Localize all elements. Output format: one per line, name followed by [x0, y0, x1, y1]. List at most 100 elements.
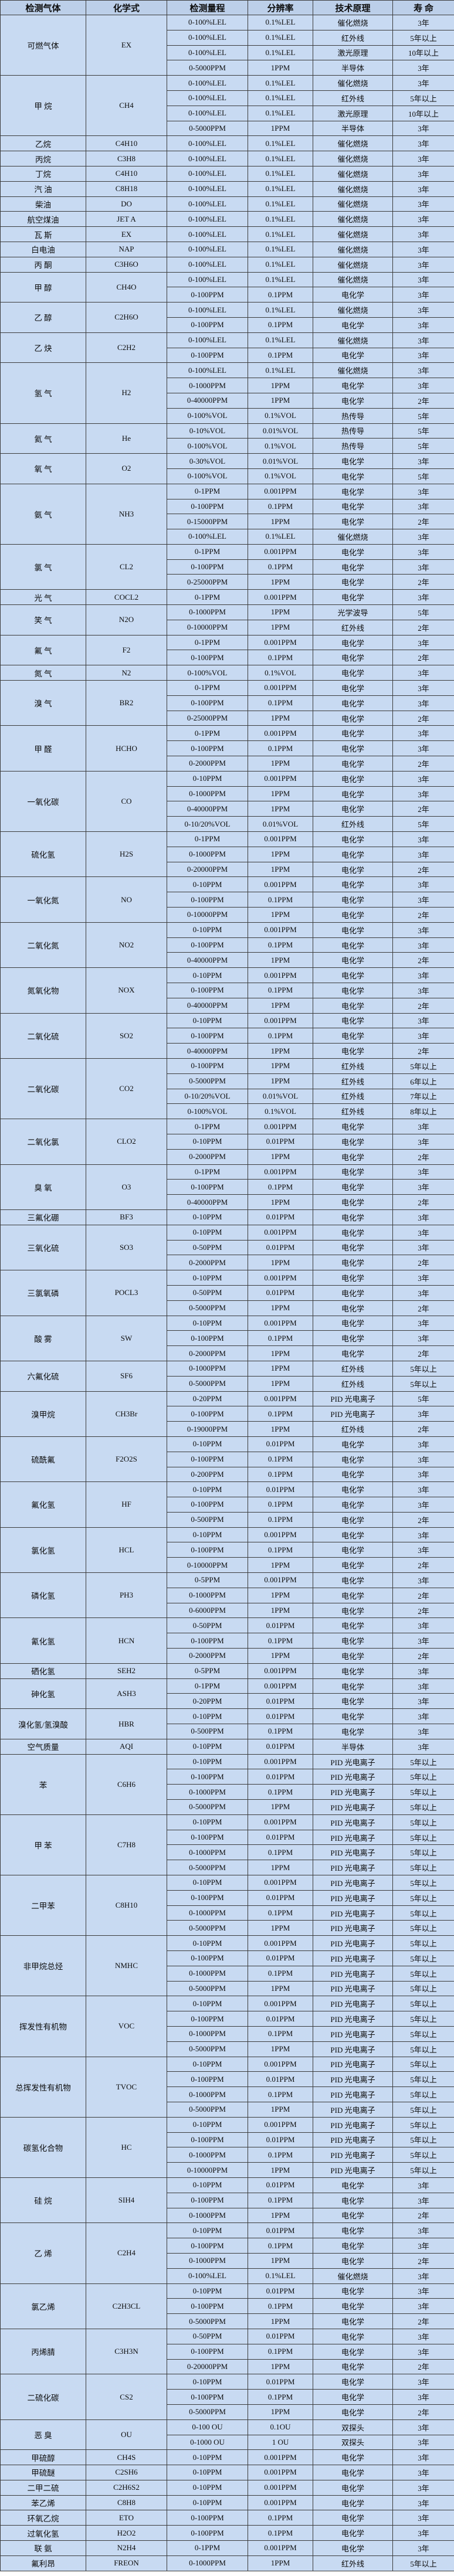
gas-name-cell: 甲硫醚 [0, 2465, 86, 2480]
gas-name-cell: 过氧化氢 [0, 2525, 86, 2541]
gas-name-cell: 丙烯腈 [0, 2328, 86, 2375]
principle-cell: 电化学 [313, 2465, 393, 2480]
table-row: 0-5000PPM 1PPM 电化学 2年 [1, 2404, 454, 2420]
resolution-cell: 0.01%VOL [248, 423, 313, 439]
lifespan-cell: 2年 [392, 619, 454, 635]
resolution-cell: 0.1%LEL [248, 15, 313, 30]
table-row: 0-19000PPM 1PPM 红外线 2年 [1, 1421, 454, 1437]
table-row: 硫酰氟 F2O2S 0-10PPM 0.01PPM 电化学 3年 [0, 1436, 454, 1483]
table-row: 二甲苯 C8H10 0-10PPM 0.001PPM PID 光电离子 5年以上 [0, 1875, 454, 1936]
chemical-formula-cell: N2 [86, 665, 167, 681]
table-row: 二氧化硫 SO2 0-10PPM 0.001PPM 电化学 3年 [0, 1012, 454, 1059]
resolution-cell: 1PPM [248, 1375, 313, 1392]
table-row: 0-1000PPM 1PPM 电化学 2年 [1, 2252, 454, 2269]
table-row: 氨 气 NH3 0-1PPM 0.001PPM 电化学 3年 [0, 483, 454, 545]
range-cell: 0-100%LEL [167, 362, 248, 379]
range-cell: 0-100%LEL [167, 181, 248, 197]
range-cell: 0-10PPM [167, 1209, 248, 1225]
table-row: 0-5000PPM 1PPM PID 光电离子 5年以上 [1, 1799, 454, 1815]
chemical-formula-cell: BR2 [86, 680, 167, 726]
range-cell: 0-1PPM [167, 725, 248, 742]
table-row: 0-100PPM 0.1PPM 电化学 3年 [1, 287, 454, 303]
resolution-cell: 0.1PPM [248, 1466, 313, 1483]
principle-cell: 催化燃烧 [313, 302, 393, 318]
gas-name-cell: 二氧化碳 [0, 1058, 86, 1120]
header-formula: 化学式 [86, 0, 167, 15]
principle-cell: 催化燃烧 [313, 332, 393, 348]
range-cell: 0-10PPM [167, 1875, 248, 1891]
principle-cell: 电化学 [313, 287, 393, 303]
principle-cell: PID 光电离子 [313, 1391, 393, 1407]
range-cell: 0-10PPM [167, 1753, 248, 1770]
lifespan-cell: 5年以上 [392, 1753, 454, 1770]
principle-cell: 红外线 [313, 1360, 393, 1377]
principle-cell: 电化学 [313, 1315, 393, 1331]
range-cell: 0-100%LEL [167, 332, 248, 348]
principle-cell: 催化燃烧 [313, 529, 393, 545]
table-row: 0-1000PPM 0.1PPM PID 光电离子 5年以上 [1, 2086, 454, 2102]
range-cell: 0-100PPM [167, 2238, 248, 2254]
chemical-formula-cell: HF [86, 1481, 167, 1528]
header-lifespan: 寿 命 [392, 0, 454, 15]
gas-name-cell: 二硫化碳 [0, 2374, 86, 2420]
range-cell: 0-100%LEL [167, 302, 248, 318]
lifespan-cell: 5年以上 [392, 1844, 454, 1861]
gas-name-cell: 二甲二硫 [0, 2479, 86, 2496]
range-cell: 0-2000PPM [167, 756, 248, 772]
chemical-formula-cell: C4H10 [86, 165, 167, 182]
principle-cell: 电化学 [313, 650, 393, 666]
lifespan-cell: 3年 [392, 226, 454, 242]
table-body: 可燃气体 EX 0-100%LEL 0.1%LEL 催化燃烧 3年 0-100%LEL 0.1… [0, 14, 454, 2571]
lifespan-cell: 3年 [392, 1179, 454, 1195]
table-row: 0-5000PPM 1PPM PID 光电离子 5年以上 [1, 1860, 454, 1876]
range-cell: 0-50PPM [167, 1617, 248, 1634]
table-row: 氟利昂 FREON 0-1000PPM 1PPM 红外线 5年以上 [0, 2555, 454, 2571]
range-cell: 0-100%LEL [167, 241, 248, 257]
chemical-formula-cell: CO2 [86, 1058, 167, 1120]
resolution-cell: 0.001PPM [248, 1996, 313, 2012]
range-cell: 0-40000PPM [167, 801, 248, 817]
principle-cell: 电化学 [313, 770, 393, 787]
principle-cell: 电化学 [313, 634, 393, 651]
table-row: 0-2000PPM 1PPM 电化学 2年 [1, 1148, 454, 1165]
lifespan-cell: 5年以上 [392, 2026, 454, 2042]
table-row: 二硫化碳 CS2 0-10PPM 0.01PPM 电化学 3年 [0, 2374, 454, 2420]
chemical-formula-cell: CH4S [86, 2449, 167, 2466]
range-cell: 0-5000PPM [167, 1300, 248, 1316]
table-row: 甲硫醇 CH4S 0-10PPM 0.001PPM 电化学 3年 [0, 2449, 454, 2466]
resolution-cell: 0.001PPM [248, 1678, 313, 1694]
range-cell: 0-1000PPM [167, 604, 248, 620]
principle-cell: 电化学 [313, 1497, 393, 1513]
resolution-cell: 1PPM [248, 574, 313, 590]
range-cell: 0-5000PPM [167, 2404, 248, 2420]
resolution-cell: 0.01PPM [248, 1481, 313, 1498]
lifespan-cell: 5年以上 [392, 1950, 454, 1966]
resolution-cell: 0.01PPM [248, 2283, 313, 2299]
gas-name-cell: 六氟化硫 [0, 1360, 86, 1392]
table-row: 氰化氢 HCN 0-50PPM 0.01PPM 电化学 3年 [0, 1617, 454, 1664]
resolution-cell: 1PPM [248, 2555, 313, 2571]
resolution-cell: 0.1PPM [248, 983, 313, 998]
principle-cell: 电化学 [313, 1255, 393, 1271]
chemical-formula-cell: CH4O [86, 271, 167, 303]
range-cell: 0-10PPM [167, 1527, 248, 1543]
resolution-cell: 0.1PPM [248, 498, 313, 515]
principle-cell: PID 光电离子 [313, 1965, 393, 1982]
range-cell: 0-5000PPM [167, 2101, 248, 2118]
resolution-cell: 0.1PPM [248, 1965, 313, 1982]
range-cell: 0-1000PPM [167, 1844, 248, 1861]
lifespan-cell: 3年 [392, 2238, 454, 2254]
principle-cell: PID 光电离子 [313, 1844, 393, 1861]
table-row: 0-25000PPM 1PPM 电化学 2年 [1, 574, 454, 590]
range-cell: 0-100%LEL [167, 271, 248, 288]
range-cell: 0-100%VOL [167, 1103, 248, 1120]
gas-name-cell: 氮氧化物 [0, 967, 86, 1014]
chemical-formula-cell: C8H18 [86, 181, 167, 197]
lifespan-cell: 3年 [392, 680, 454, 696]
principle-cell: 电化学 [313, 997, 393, 1014]
range-cell: 0-100PPM [167, 1058, 248, 1074]
lifespan-cell: 3年 [392, 1164, 454, 1180]
resolution-cell: 0.1%LEL [248, 271, 313, 288]
chemical-formula-cell: F2 [86, 634, 167, 666]
table-row: 0-6000PPM 1PPM 电化学 2年 [1, 1602, 454, 1619]
